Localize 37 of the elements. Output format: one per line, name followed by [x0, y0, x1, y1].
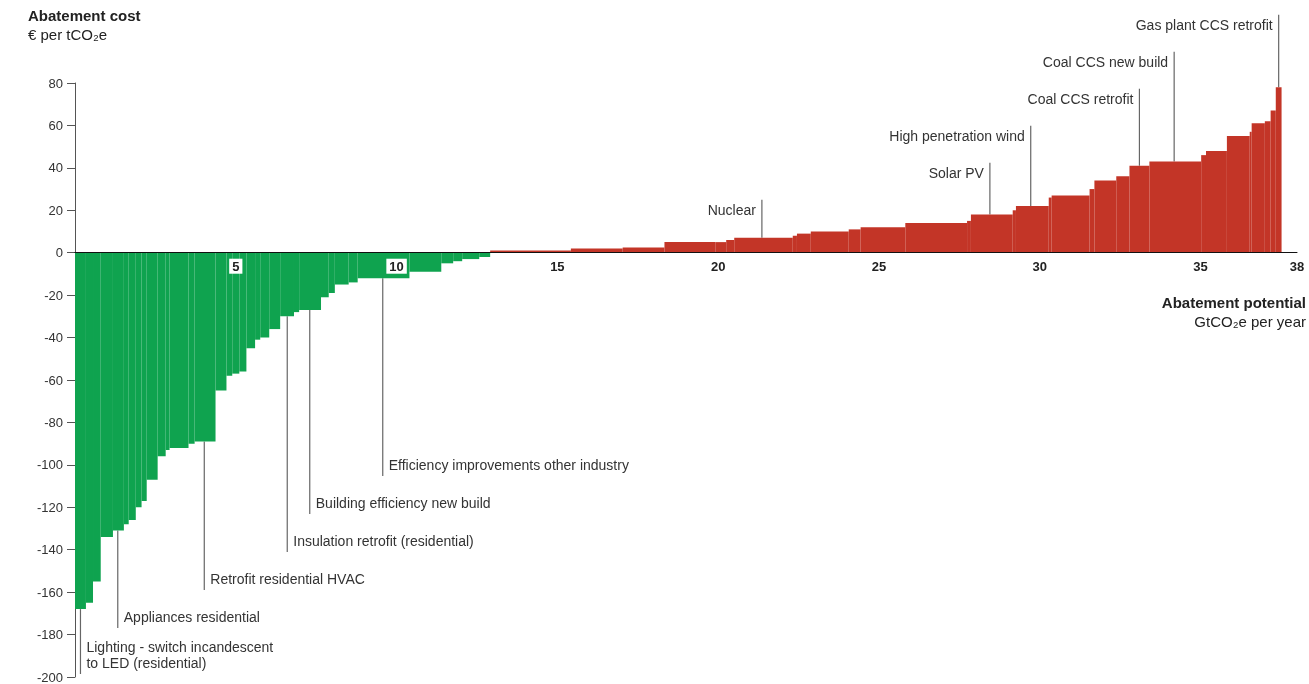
y-tick-label: 80 [48, 75, 63, 91]
annotation: Gas plant CCS retrofit [1135, 16, 1273, 33]
x-tick-label: 35 [1193, 258, 1208, 274]
y-tick-label: 60 [48, 117, 63, 133]
annotation: Solar PV [928, 164, 985, 181]
annotation: Nuclear [707, 201, 757, 218]
x-axis-title: Abatement potential GtCO₂e per year [1161, 293, 1306, 330]
y-tick-label: 20 [48, 202, 63, 218]
y-tick-label: 40 [48, 160, 63, 176]
y-tick-label: -160 [36, 584, 63, 600]
x-tick-label: 5 [232, 258, 240, 274]
y-tick-label: -200 [36, 669, 63, 684]
y-tick-label: -100 [36, 457, 63, 473]
y-axis-title: Abatement cost € per tCO₂e [28, 7, 141, 43]
annotation: Appliances residential [123, 609, 260, 625]
y-tick-label: -120 [36, 499, 63, 515]
x-tick-label: 38 [1289, 258, 1305, 274]
annotation: Coal CCS new build [1042, 53, 1169, 70]
y-tick-label: -20 [44, 287, 63, 303]
x-tick-label: 15 [550, 258, 565, 274]
x-tick-label: 20 [710, 258, 726, 274]
annotation: Building efficiency new build [315, 495, 491, 511]
annotation: Lighting - switch incandescent to LED (residential) [86, 639, 274, 671]
y-tick-label: 0 [55, 245, 63, 261]
annotation: Coal CCS retrofit [1027, 90, 1134, 107]
annotation: Insulation retrofit (residential) [293, 533, 474, 549]
y-tick-label: -180 [36, 627, 63, 643]
x-tick-label: 30 [1032, 258, 1047, 274]
annotation: Retrofit residential HVAC [210, 571, 365, 587]
y-tick-label: -40 [44, 330, 63, 346]
x-tick-label: 25 [871, 258, 887, 274]
y-tick-label: -80 [44, 414, 63, 430]
annotation: High penetration wind [889, 127, 1025, 144]
y-tick-label: -140 [36, 542, 63, 558]
annotation: Efficiency improvements other industry [388, 457, 629, 473]
y-tick-label: -60 [44, 372, 63, 388]
x-tick-label: 10 [389, 258, 404, 274]
